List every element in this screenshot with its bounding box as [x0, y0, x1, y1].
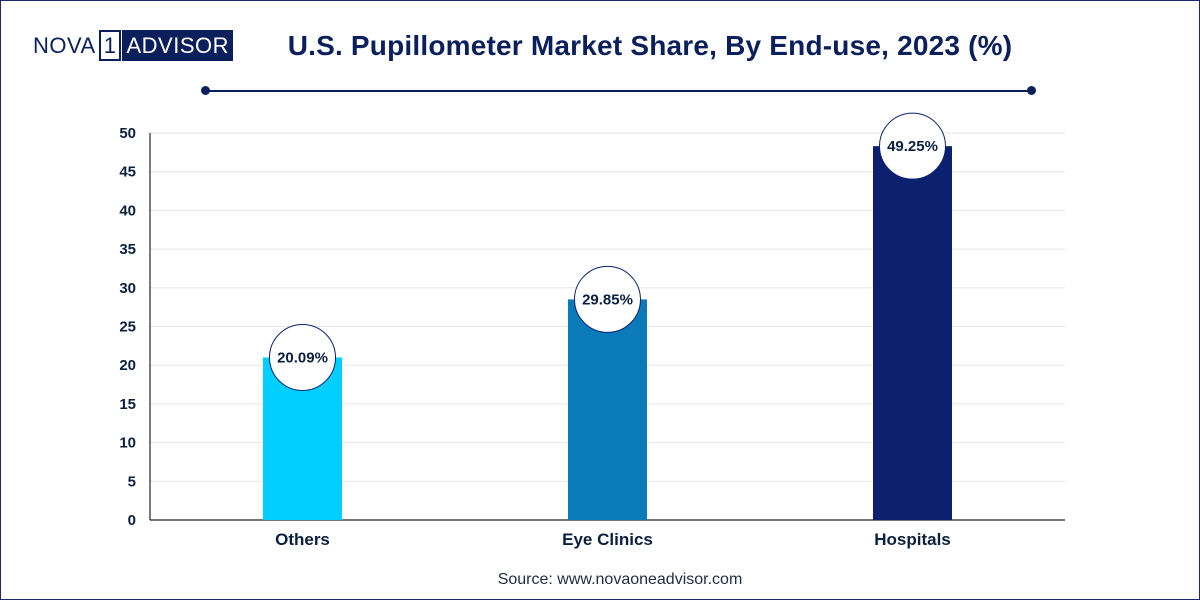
logo-part-one: 1 — [98, 30, 122, 61]
x-tick-label: Hospitals — [874, 530, 951, 549]
data-label-bubble — [879, 112, 946, 180]
y-tick-label: 25 — [119, 319, 136, 336]
y-tick-label: 40 — [119, 202, 136, 219]
underline-left-dot — [201, 86, 210, 95]
y-tick-label: 45 — [119, 164, 136, 181]
y-tick-label: 0 — [128, 512, 136, 529]
y-tick-label: 30 — [119, 280, 136, 297]
y-tick-label: 5 — [128, 473, 136, 490]
chart-title: U.S. Pupillometer Market Share, By End-u… — [287, 30, 1013, 61]
data-label: 20.09% — [277, 349, 328, 366]
y-tick-label: 15 — [119, 396, 136, 413]
underline-right-dot — [1027, 86, 1036, 95]
data-label-bubble — [269, 323, 336, 391]
logo-part-advisor: ADVISOR — [122, 30, 233, 61]
title-underline — [205, 90, 1031, 92]
bar-hospitals — [873, 146, 952, 520]
x-tick-label: Others — [275, 530, 330, 549]
y-tick-label: 10 — [119, 435, 136, 452]
source-note: Source: www.novaoneadvisor.com — [497, 571, 743, 588]
bar-eye-clinics — [568, 299, 647, 520]
brand-logo: NOVA 1 ADVISOR — [33, 30, 233, 61]
y-tick-label: 50 — [119, 125, 136, 142]
data-label-bubble — [574, 265, 641, 333]
y-tick-label: 20 — [119, 357, 136, 374]
data-label: 29.85% — [582, 291, 633, 308]
logo-part-nova: NOVA — [33, 30, 98, 61]
data-label: 49.25% — [887, 138, 938, 155]
x-tick-label: Eye Clinics — [562, 530, 653, 549]
y-tick-label: 35 — [119, 241, 136, 258]
